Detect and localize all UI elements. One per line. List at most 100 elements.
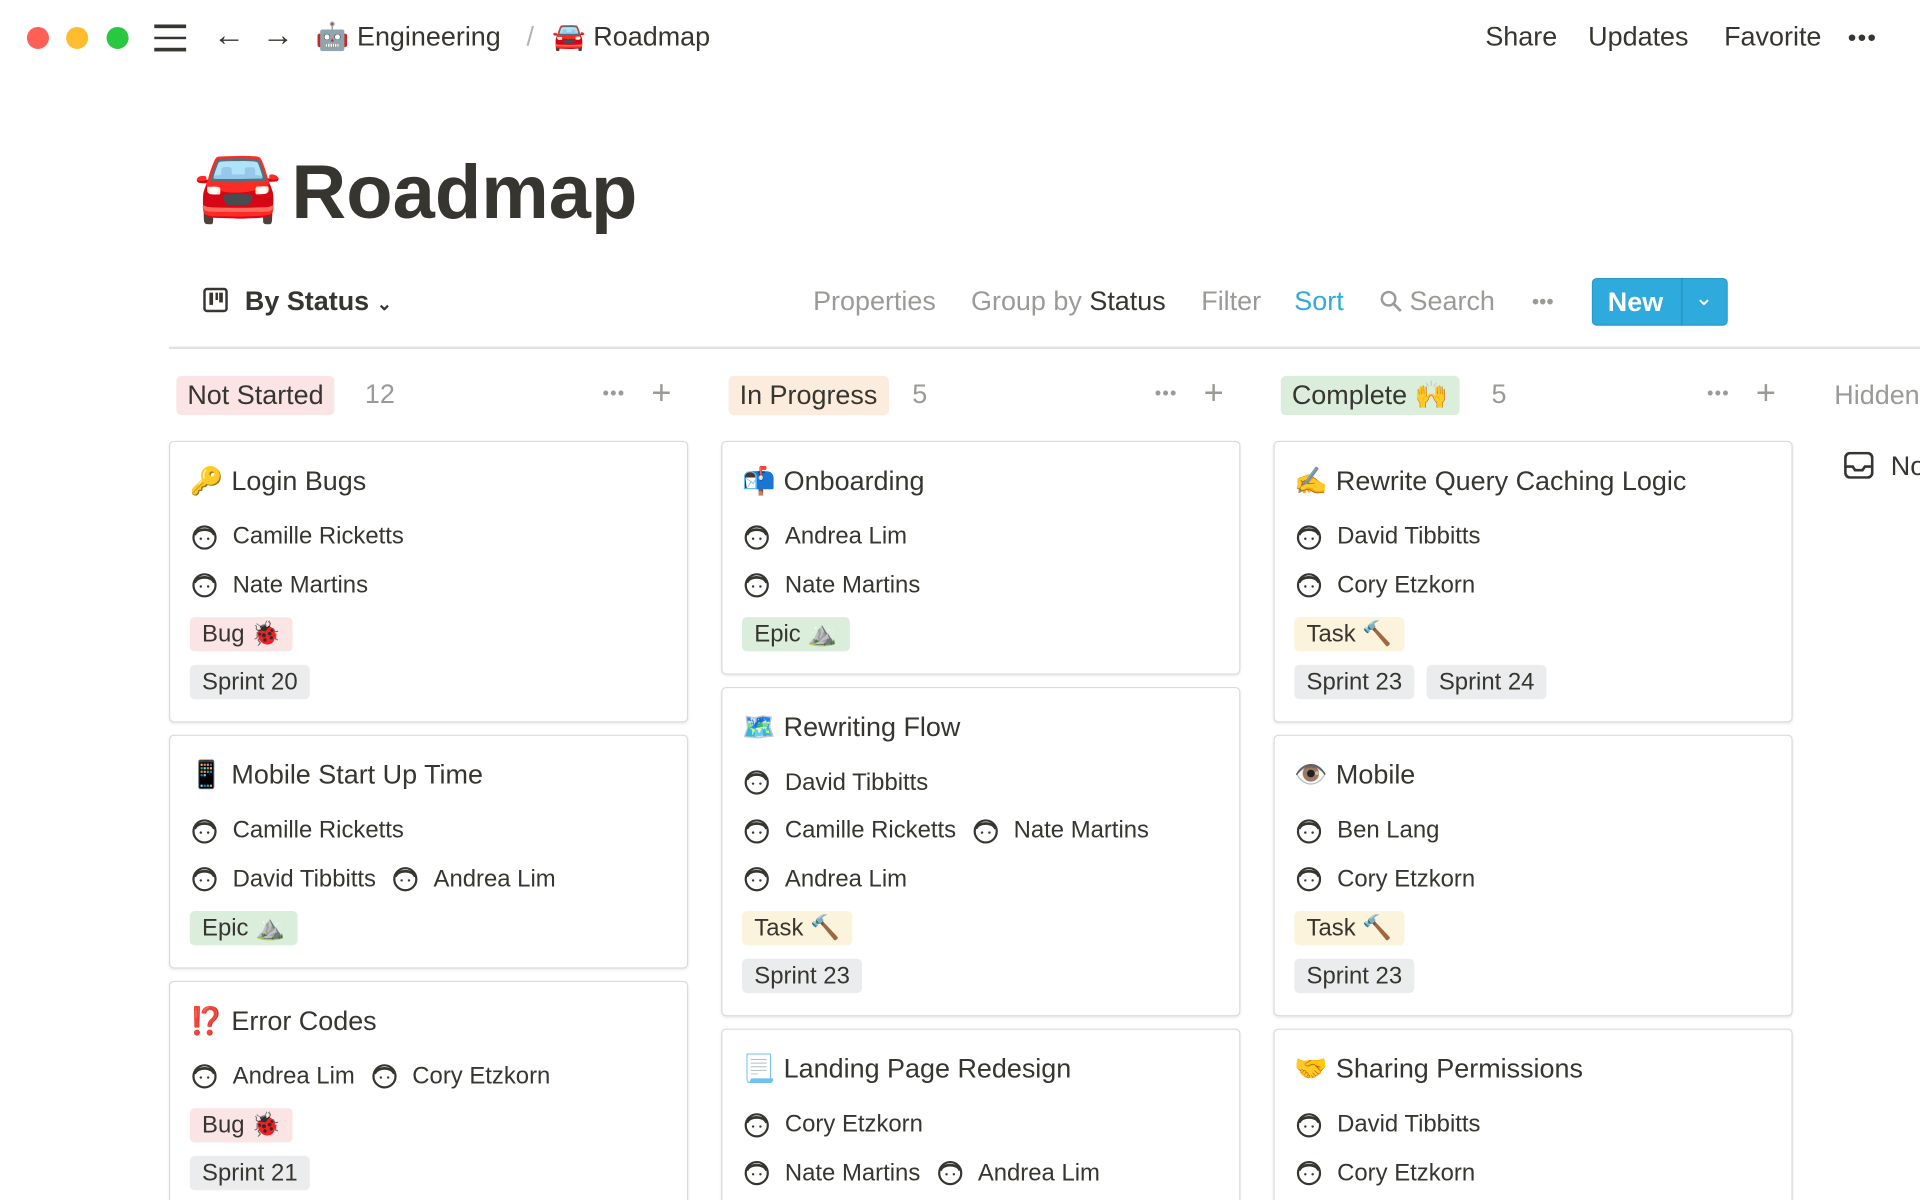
- updates-button[interactable]: Updates: [1588, 20, 1689, 52]
- person-name: David Tibbitts: [784, 768, 929, 796]
- tag-row: Task 🔨: [1294, 904, 1772, 952]
- tag-row: Sprint 21: [189, 1149, 668, 1197]
- person: Camille Ricketts: [190, 523, 404, 552]
- close-window-button[interactable]: [26, 26, 49, 49]
- avatar-icon: [1296, 819, 1322, 844]
- properties-button[interactable]: Properties: [813, 285, 936, 316]
- card-title-text: Mobile: [1335, 759, 1416, 790]
- tag: Sprint 21: [189, 1156, 310, 1191]
- breadcrumb-roadmap[interactable]: 🚘 Roadmap: [552, 21, 710, 53]
- avatar-icon: [1296, 1161, 1322, 1186]
- maximize-window-button[interactable]: [106, 26, 129, 49]
- column-count: 5: [912, 378, 928, 409]
- hidden-column-header: Hidden: [1834, 379, 1920, 411]
- avatar-icon: [192, 867, 217, 892]
- toolbar-divider: [168, 346, 1920, 349]
- board-card[interactable]: 🗺️ Rewriting Flow David Tibbitts Camille Ri…: [721, 686, 1241, 1017]
- add-card-plus-icon[interactable]: +: [651, 373, 672, 412]
- card-title-text: Onboarding: [783, 465, 925, 496]
- menu-icon[interactable]: [154, 24, 187, 51]
- sort-button[interactable]: Sort: [1294, 285, 1344, 316]
- status-pill[interactable]: In Progress: [728, 375, 889, 416]
- board-card[interactable]: 🤝 Sharing Permissions David Tibbitts Cory E…: [1273, 1028, 1793, 1200]
- group-by-label: Group by: [971, 285, 1082, 316]
- assignee-row: Nate Martins Andrea Lim: [742, 1149, 1220, 1197]
- person-name: Andrea Lim: [784, 523, 908, 551]
- tag: Sprint 23: [1294, 959, 1415, 994]
- board-card[interactable]: 📃 Landing Page Redesign Cory Etzkorn Nate M…: [721, 1028, 1241, 1200]
- card-title-text: Rewrite Query Caching Logic: [1335, 465, 1687, 496]
- card-emoji-icon: 🗺️: [742, 710, 776, 742]
- avatar-icon: [192, 573, 217, 598]
- status-pill[interactable]: Complete 🙌: [1280, 375, 1460, 416]
- column-more-button[interactable]: •••: [1706, 383, 1730, 405]
- tag-row: Task 🔨: [742, 904, 1220, 952]
- person-name: Cory Etzkorn: [1337, 1159, 1476, 1187]
- assignee-row: Camille Ricketts: [190, 807, 668, 855]
- avatar-icon: [744, 1112, 769, 1138]
- person-name: Nate Martins: [784, 1159, 921, 1187]
- favorite-button[interactable]: Favorite: [1724, 20, 1822, 52]
- assignee-row: David Tibbitts: [742, 759, 1220, 807]
- person-name: Andrea Lim: [232, 1062, 355, 1090]
- hidden-item-no-status[interactable]: No Status: [1843, 451, 1920, 483]
- new-button[interactable]: New: [1607, 286, 1664, 318]
- robot-icon: 🤖: [315, 20, 350, 52]
- tag: Sprint 24: [1426, 665, 1547, 700]
- add-card-plus-icon[interactable]: +: [1203, 373, 1224, 412]
- share-button[interactable]: Share: [1485, 20, 1558, 52]
- column-count: 12: [364, 378, 395, 409]
- assignee-row: Nate Martins: [190, 561, 668, 609]
- view-selector[interactable]: By Status ⌄: [245, 285, 392, 317]
- tag: Sprint 20: [189, 665, 310, 700]
- view-more-button[interactable]: •••: [1531, 290, 1554, 314]
- person-name: David Tibbitts: [1337, 523, 1481, 551]
- person-name: Camille Ricketts: [232, 523, 404, 551]
- tag-row: Epic ⛰️: [189, 904, 668, 952]
- search-label: Search: [1409, 285, 1495, 316]
- forward-arrow-icon[interactable]: →: [262, 15, 294, 53]
- avatar-icon: [1296, 525, 1322, 550]
- person: Andrea Lim: [742, 865, 907, 894]
- board-card[interactable]: ✍️ Rewrite Query Caching Logic David Tibbi…: [1273, 440, 1793, 723]
- card-title: 👁️ Mobile: [1294, 753, 1772, 797]
- add-card-plus-icon[interactable]: +: [1755, 373, 1776, 412]
- group-by-button[interactable]: Group by Status: [971, 285, 1166, 317]
- person: David Tibbitts: [190, 865, 376, 894]
- breadcrumb-separator: /: [526, 20, 535, 52]
- board-card[interactable]: 🔑 Login Bugs Camille Ricketts Nate Martins B…: [168, 440, 689, 723]
- tag: Bug 🐞: [189, 616, 294, 652]
- new-dropdown-chevron-icon[interactable]: ⌄: [1694, 285, 1714, 310]
- tag-row: Task 🔨: [1294, 610, 1772, 658]
- assignee-row: Cory Etzkorn: [1294, 1149, 1772, 1197]
- more-options-button[interactable]: •••: [1847, 24, 1878, 52]
- avatar-icon: [744, 525, 769, 550]
- person: David Tibbitts: [1294, 523, 1480, 552]
- board-card[interactable]: 📱 Mobile Start Up Time Camille Ricketts Dav…: [168, 734, 689, 968]
- tag: Task 🔨: [742, 910, 853, 946]
- minimize-window-button[interactable]: [66, 26, 89, 49]
- status-pill[interactable]: Not Started: [176, 375, 335, 416]
- board-card[interactable]: ⁉️ Error Codes Andrea Lim Cory Etzkorn Bug 🐞…: [168, 980, 689, 1200]
- column-more-button[interactable]: •••: [1154, 383, 1178, 405]
- person: Camille Ricketts: [190, 816, 404, 845]
- card-title: 🗺️ Rewriting Flow: [742, 705, 1220, 749]
- inbox-icon: [1843, 451, 1874, 479]
- page-title[interactable]: Roadmap: [291, 150, 638, 236]
- column-more-button[interactable]: •••: [602, 383, 626, 405]
- board-card[interactable]: 👁️ Mobile Ben Lang Cory Etzkorn Task 🔨 Sprint…: [1273, 734, 1793, 1017]
- filter-button[interactable]: Filter: [1201, 285, 1262, 316]
- person: Andrea Lim: [391, 865, 556, 894]
- page-icon[interactable]: 🚘: [193, 145, 282, 226]
- card-emoji-icon: 📃: [742, 1053, 776, 1084]
- breadcrumb-engineering[interactable]: 🤖 Engineering: [316, 21, 501, 53]
- card-title-text: Login Bugs: [231, 465, 367, 496]
- card-emoji-icon: 📬: [742, 465, 776, 496]
- person-name: Camille Ricketts: [784, 817, 957, 844]
- search-button[interactable]: Search: [1380, 285, 1495, 317]
- board-card[interactable]: 📬 Onboarding Andrea Lim Nate Martins Epic ⛰️: [721, 440, 1241, 675]
- card-title: 🤝 Sharing Permissions: [1294, 1047, 1772, 1091]
- person: David Tibbitts: [1294, 1110, 1480, 1139]
- tag-row: Sprint 23: [742, 952, 1220, 1000]
- back-arrow-icon[interactable]: ←: [213, 15, 245, 53]
